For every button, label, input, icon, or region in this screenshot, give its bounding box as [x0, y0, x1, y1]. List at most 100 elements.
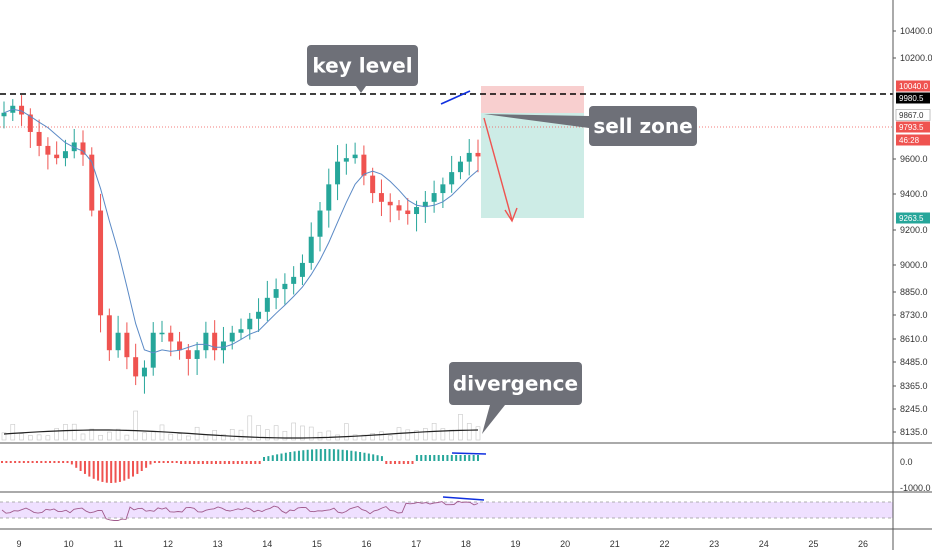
macd-bar — [223, 461, 226, 464]
price-badge-label: 9980.5 — [899, 94, 924, 103]
volume-bar — [475, 426, 481, 441]
macd-bar — [407, 461, 410, 464]
date-tick-label: 15 — [312, 539, 322, 549]
macd-bar — [53, 461, 56, 463]
volume-bar — [344, 423, 349, 441]
candle-body — [352, 154, 358, 159]
volume-bar — [466, 423, 472, 441]
candle-body — [422, 201, 428, 208]
macd-bar — [350, 450, 353, 461]
volume-ma-line — [3, 429, 479, 439]
macd-bar — [88, 461, 91, 477]
volume-bar — [458, 414, 463, 441]
candle-body — [282, 283, 288, 290]
macd-bar — [193, 461, 196, 464]
macd-bar — [162, 461, 165, 463]
price-badge: 10040.0 — [896, 80, 930, 92]
macd-bar — [114, 461, 117, 483]
price-tick-label: 8245.0 — [900, 404, 928, 414]
price-badge: 46:28 — [896, 134, 930, 146]
candle-body — [212, 332, 218, 351]
macd-bar — [27, 461, 30, 463]
volume-bar — [203, 434, 209, 441]
volume-bar — [361, 434, 367, 441]
macd-bar — [40, 461, 43, 463]
macd-bar — [394, 461, 397, 464]
volume-bar — [54, 428, 59, 441]
volume-bar — [405, 429, 411, 441]
candle-body — [264, 297, 270, 312]
candle-body — [185, 350, 191, 359]
macd-bar — [210, 461, 213, 464]
macd-bar — [101, 461, 104, 482]
price-divergence-line — [440, 90, 471, 105]
macd-bar — [14, 461, 17, 463]
macd-bar — [201, 461, 204, 464]
candle-body — [317, 210, 323, 237]
candle-body — [1, 112, 7, 117]
macd-bar — [184, 461, 187, 464]
macd-bar — [359, 452, 362, 461]
price-badge: 9793.5 — [896, 121, 930, 133]
divergence-callout-pointer — [482, 405, 505, 434]
sell-zone-callout-pointer — [484, 114, 589, 128]
price-badge-bg — [895, 109, 931, 121]
macd-bar — [472, 455, 475, 461]
candle-body — [378, 193, 384, 202]
date-tick-label: 17 — [411, 539, 421, 549]
volume-bar — [98, 434, 103, 441]
price-badge-label: 46:28 — [899, 136, 920, 145]
volume-bar — [352, 434, 358, 441]
macd-bar — [171, 461, 174, 463]
macd-bar — [380, 456, 383, 461]
volume-bar — [300, 425, 305, 441]
macd-bar — [57, 461, 60, 463]
volume-bar — [256, 425, 261, 441]
macd-bar — [79, 461, 82, 471]
macd-bar — [289, 452, 292, 461]
price-badge: 9867.0 — [895, 109, 931, 121]
price-badge-bg — [896, 80, 930, 92]
volume-bar — [142, 432, 147, 441]
macd-bar — [468, 455, 471, 461]
candle-body — [431, 193, 437, 202]
macd-bar — [411, 461, 414, 464]
date-tick-label: 9 — [16, 539, 21, 549]
volume-bar — [291, 422, 296, 441]
candle-body — [308, 236, 314, 263]
candle-body — [361, 154, 367, 176]
rsi-panel — [0, 496, 893, 521]
macd-bar — [188, 461, 191, 464]
macd-bar — [1, 461, 3, 463]
volume-bar — [133, 410, 138, 441]
price-badge-label: 9263.5 — [899, 214, 924, 223]
macd-bar — [271, 455, 274, 461]
rsi-divergence-line — [442, 496, 485, 501]
macd-bar — [428, 455, 431, 461]
candle-body — [405, 210, 411, 215]
macd-bar — [127, 461, 130, 479]
price-badge: 9980.5 — [896, 92, 930, 104]
macd-bar — [18, 461, 21, 463]
macd-bar — [319, 449, 322, 461]
volume-bar — [63, 424, 68, 441]
candle-body — [299, 262, 305, 277]
candles-layer — [1, 95, 481, 394]
macd-bar — [62, 461, 65, 463]
volume-bar — [45, 435, 51, 441]
macd-bar — [241, 461, 244, 464]
price-badge: 9263.5 — [896, 212, 930, 224]
candle-body — [141, 367, 147, 377]
date-tick-label: 19 — [510, 539, 520, 549]
candle-body — [80, 142, 86, 155]
price-tick-label: 10400.0 — [900, 26, 932, 36]
candle-body — [177, 341, 183, 351]
volume-bar — [317, 431, 323, 441]
price-tick-label: 9400.0 — [900, 189, 928, 199]
volume-bar — [28, 435, 33, 441]
date-tick-label: 14 — [262, 539, 272, 549]
price-tick-label: 8730.0 — [900, 310, 928, 320]
candle-body — [159, 332, 165, 335]
